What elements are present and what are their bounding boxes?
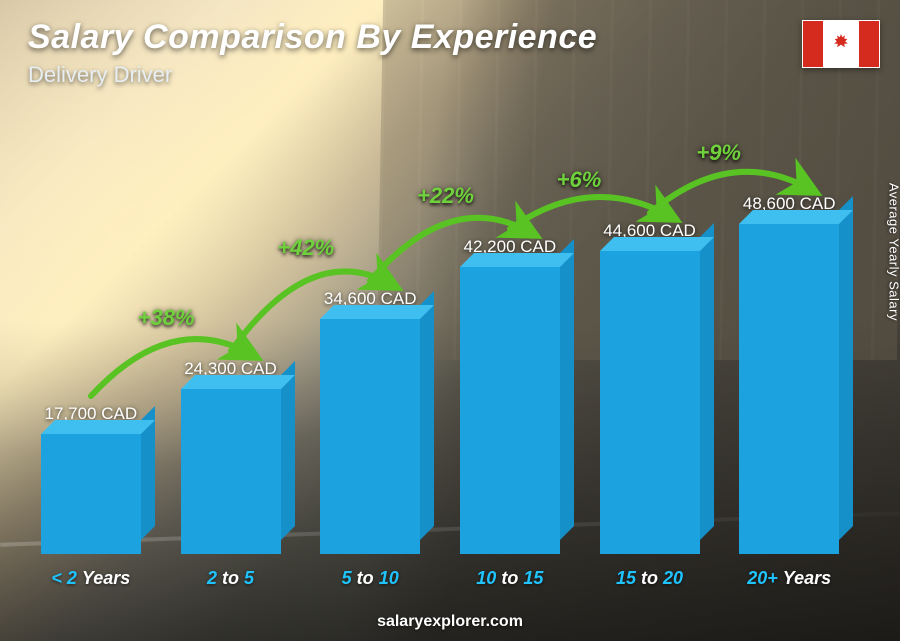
bar-x-label: 15 to 20	[616, 568, 683, 589]
bar-slot: 34,600 CAD5 to 10	[309, 289, 431, 589]
bar-x-label: < 2 Years	[51, 568, 130, 589]
bar-slot: 17,700 CAD< 2 Years	[30, 404, 152, 589]
bar-x-label: 2 to 5	[207, 568, 254, 589]
flag-band-right	[859, 21, 879, 67]
country-flag-canada	[802, 20, 880, 68]
bar	[320, 319, 420, 554]
page-title: Salary Comparison By Experience	[28, 18, 597, 57]
bar	[600, 251, 700, 554]
bar-x-label: 10 to 15	[476, 568, 543, 589]
bar-x-label: 20+ Years	[747, 568, 831, 589]
flag-band-left	[803, 21, 823, 67]
y-axis-label: Average Yearly Salary	[887, 182, 900, 320]
salary-bar-chart: 17,700 CAD< 2 Years24,300 CAD2 to 534,60…	[30, 89, 850, 589]
maple-leaf-icon	[823, 21, 859, 67]
bar-x-label: 5 to 10	[342, 568, 399, 589]
bar-slot: 44,600 CAD15 to 20	[589, 221, 711, 589]
bar	[739, 224, 839, 554]
bar-slot: 42,200 CAD10 to 15	[449, 237, 571, 589]
bar-slot: 48,600 CAD20+ Years	[728, 194, 850, 589]
footer-attribution: salaryexplorer.com	[0, 613, 900, 631]
page-subtitle: Delivery Driver	[28, 62, 172, 88]
bar	[181, 389, 281, 554]
bar	[41, 434, 141, 554]
bar-slot: 24,300 CAD2 to 5	[170, 359, 292, 589]
bar	[460, 267, 560, 554]
